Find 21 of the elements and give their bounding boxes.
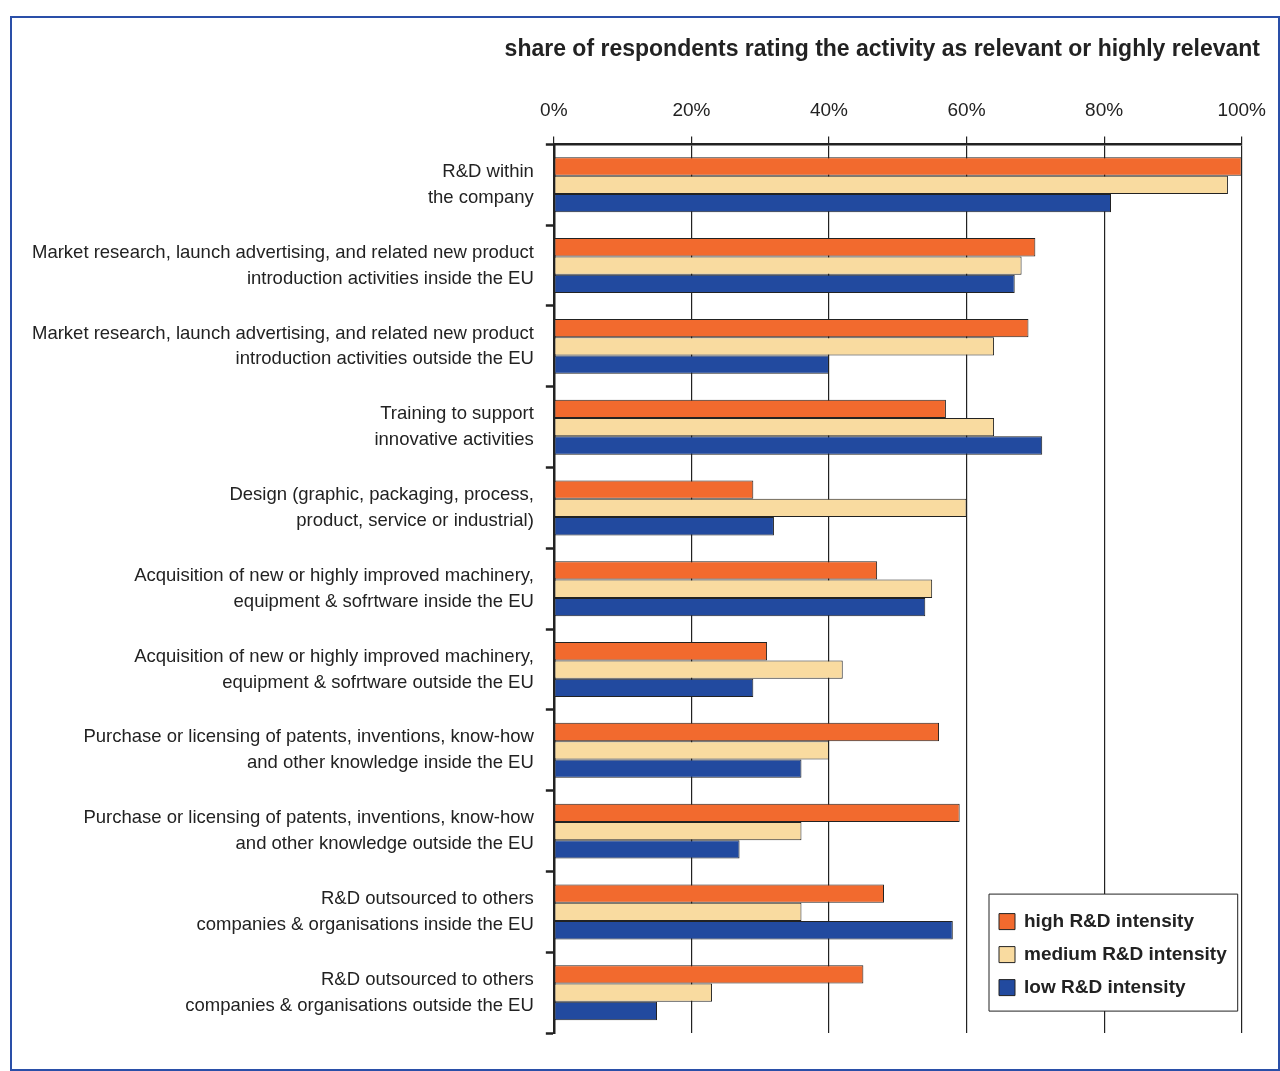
legend-label: high R&D intensity (1024, 909, 1195, 931)
y-tick-label: Acquisition of new or highly improved machinery, equipment & sofrtware inside the EU (134, 563, 534, 611)
x-tick-label: 40% (809, 99, 849, 121)
y-tick-label: R&D within the company (427, 159, 535, 207)
legend-label: medium R&D intensity (1024, 942, 1228, 964)
y-tick-label: Purchase or licensing of patents, inventions, know-how and other knowledge outside the EU (83, 806, 535, 854)
y-tick-label: Market research, launch advertising, and related new product introduction activities outside the EU (31, 321, 534, 369)
x-tick-label: 60% (947, 99, 986, 121)
y-tick-label: Market research, launch advertising, and related new product introduction activities inside the EU (31, 240, 534, 288)
y-tick-label: Acquisition of new or highly improved machinery, equipment & sofrtware outside the EU (134, 644, 534, 692)
x-tick-label: 80% (1085, 99, 1124, 121)
y-tick-label: R&D outsourced to others companies & organisations inside the EU (196, 887, 534, 934)
chart-title: share of respondents rating the activity as relevant or highly relevant (504, 35, 1261, 62)
x-tick-label: 0% (540, 99, 568, 121)
x-tick-label: 100% (1217, 99, 1267, 121)
y-tick-label: Design (graphic, packaging, process, product, service or industrial) (229, 483, 534, 530)
y-tick-label: Training to support innovative activities (374, 402, 534, 450)
x-tick-label: 20% (672, 99, 711, 121)
y-tick-label: Purchase or licensing of patents, inventions, know-how and other knowledge inside the EU (83, 725, 535, 773)
y-tick-label: R&D outsourced to others companies & organisations outside the EU (185, 967, 534, 1015)
legend-label: low R&D intensity (1024, 975, 1186, 997)
